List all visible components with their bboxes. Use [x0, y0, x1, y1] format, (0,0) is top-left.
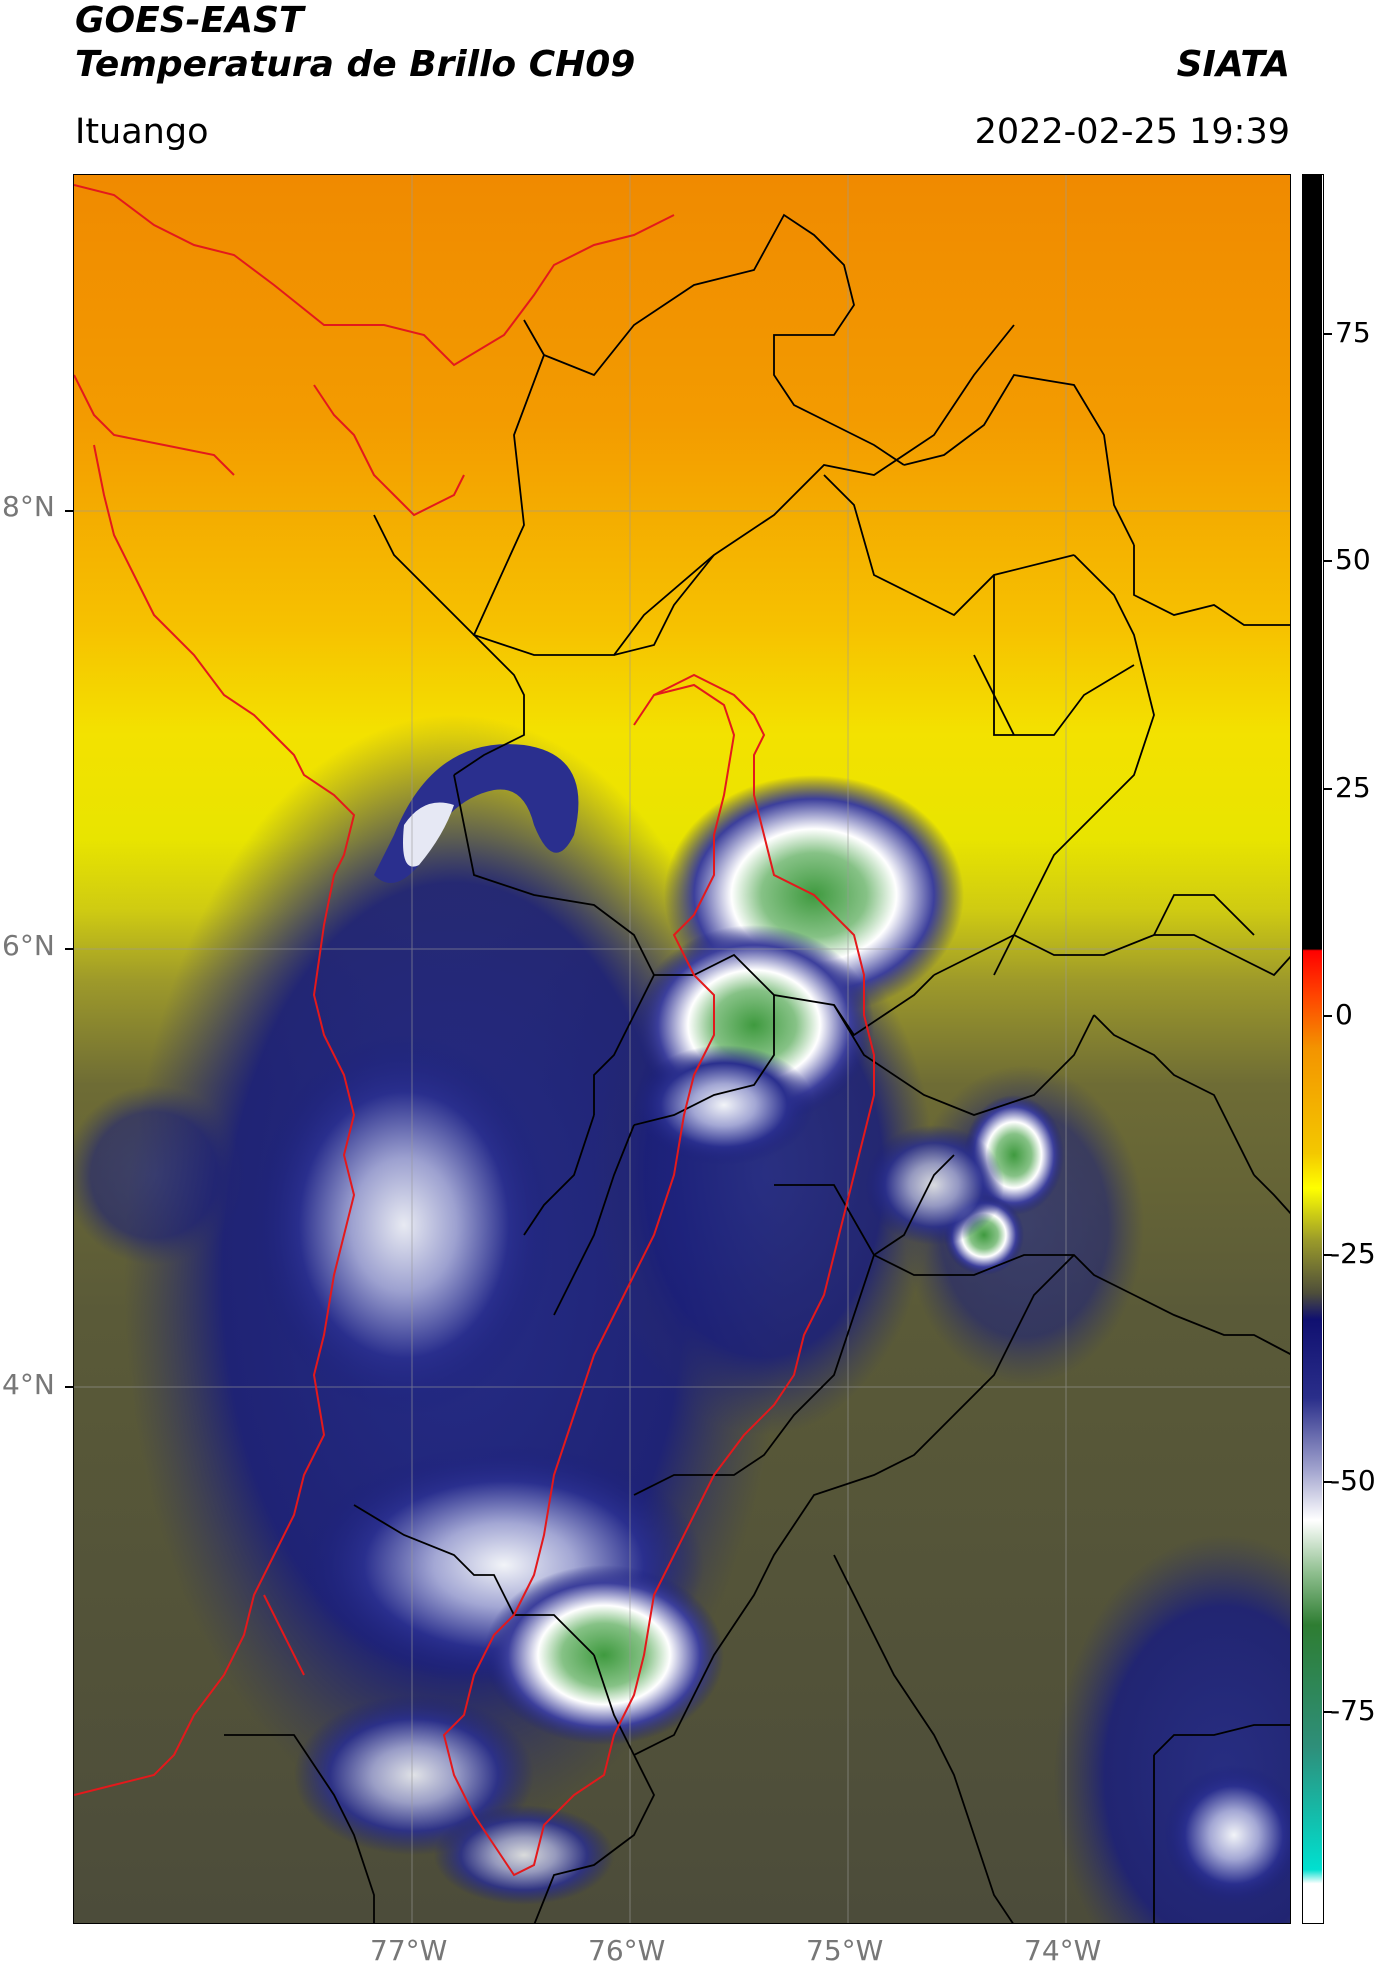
region-label: Ituango: [75, 112, 209, 152]
lat-tick: [65, 1386, 73, 1388]
colorbar-gradient: [1303, 175, 1322, 1922]
colorbar-label: 75: [1335, 316, 1371, 349]
lon-label-76w: 76°W: [588, 1934, 666, 1967]
graticule: [74, 175, 1290, 1923]
title-satellite: GOES-EAST: [75, 0, 304, 41]
coastline-and-basin: [74, 184, 875, 1877]
brand-label: SIATA: [1176, 44, 1290, 85]
map-canvas: [74, 175, 1290, 1923]
colorbar-label: 0: [1335, 998, 1353, 1031]
colorbar-tick: [1324, 333, 1332, 335]
lat-label-6n: 6°N: [2, 929, 55, 962]
datetime-label: 2022-02-25 19:39: [974, 112, 1290, 152]
lat-label-4n: 4°N: [2, 1368, 55, 1401]
convective-cell: [1164, 1765, 1290, 1905]
colorbar-label: -25: [1330, 1237, 1376, 1270]
convective-cell: [254, 1035, 554, 1415]
convective-cell: [634, 1045, 814, 1165]
colorbar-label: 50: [1335, 543, 1371, 576]
colorbar-tick: [1324, 560, 1332, 562]
department-borders: [224, 213, 1290, 1923]
convective-cell: [434, 1805, 614, 1905]
colorbar: [1302, 174, 1324, 1924]
colorbar-label: -50: [1330, 1464, 1376, 1497]
colorbar-label: 25: [1335, 771, 1371, 804]
lat-tick: [65, 510, 73, 512]
cloud-mass-west: [74, 1085, 244, 1265]
lon-label-74w: 74°W: [1024, 1934, 1102, 1967]
lon-label-75w: 75°W: [806, 1934, 884, 1967]
convective-band-core: [403, 802, 454, 867]
lat-label-8n: 8°N: [2, 490, 55, 523]
convective-cell: [864, 1125, 1004, 1245]
colorbar-tick: [1324, 788, 1332, 790]
title-product: Temperatura de Brillo CH09: [75, 44, 636, 85]
colorbar-tick: [1324, 1015, 1332, 1017]
colorbar-tick: [1324, 1254, 1332, 1256]
colorbar-tick: [1324, 1481, 1332, 1483]
lat-tick: [65, 948, 73, 950]
colorbar-tick: [1324, 1711, 1332, 1713]
convective-cell-core: [484, 1565, 724, 1745]
brightness-temperature-map[interactable]: [73, 174, 1291, 1924]
colorbar-label: -75: [1330, 1694, 1376, 1727]
lon-label-77w: 77°W: [370, 1934, 448, 1967]
